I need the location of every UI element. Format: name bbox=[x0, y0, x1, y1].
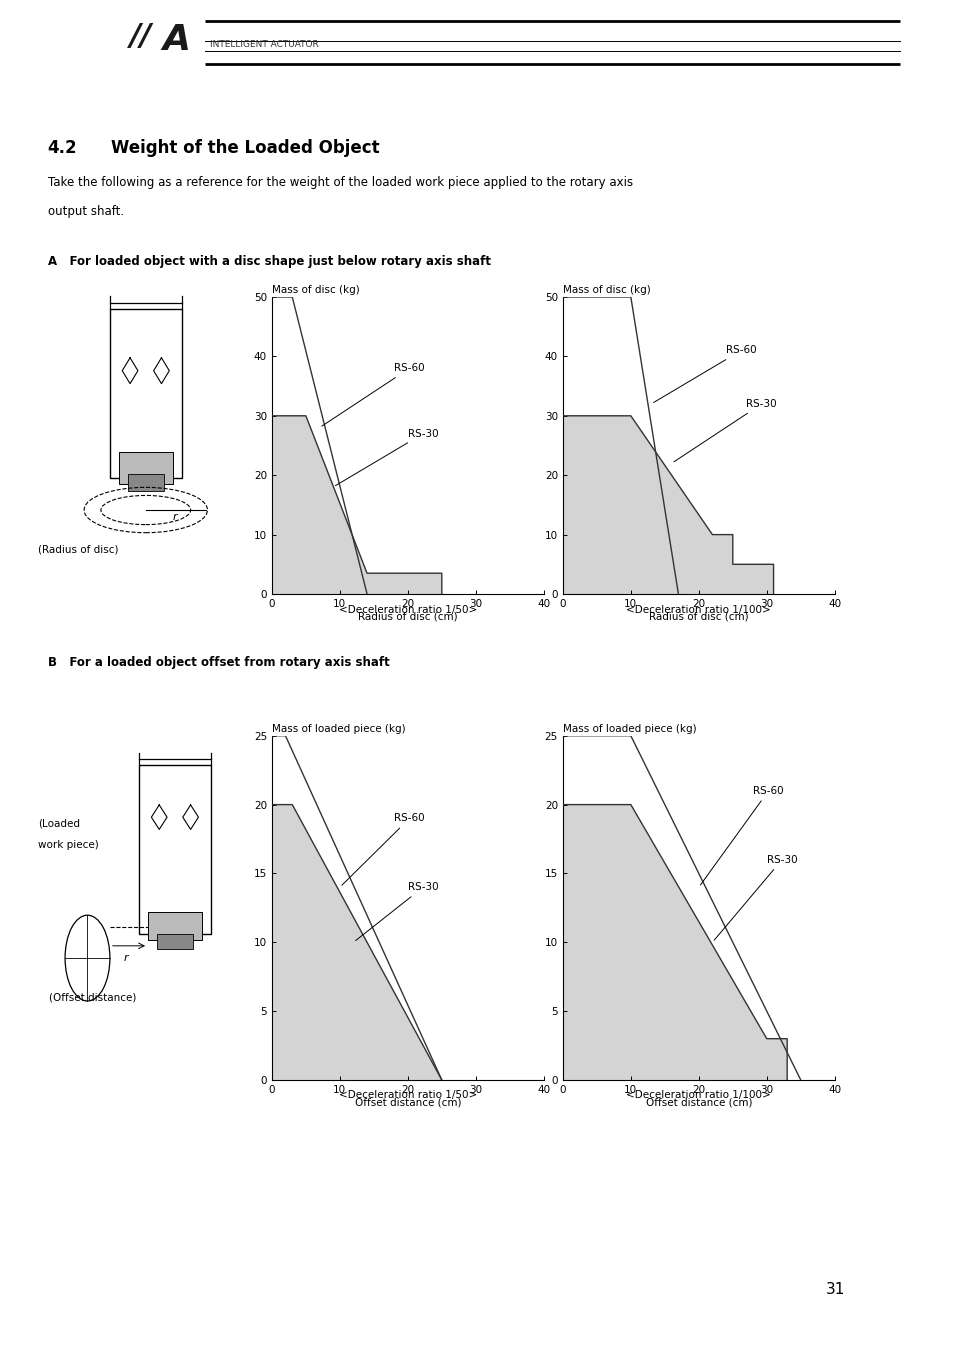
Text: RS-30: RS-30 bbox=[714, 855, 797, 940]
Text: RS-60: RS-60 bbox=[321, 363, 424, 427]
Bar bbox=[119, 452, 172, 485]
Polygon shape bbox=[562, 416, 773, 594]
Text: r: r bbox=[123, 953, 128, 963]
Text: A: A bbox=[162, 23, 190, 57]
Text: 4.2: 4.2 bbox=[48, 139, 77, 157]
Text: A   For loaded object with a disc shape just below rotary axis shaft: A For loaded object with a disc shape ju… bbox=[48, 255, 490, 267]
X-axis label: Radius of disc (cm): Radius of disc (cm) bbox=[357, 612, 457, 621]
Bar bbox=[110, 309, 181, 478]
Text: B   For a loaded object offset from rotary axis shaft: B For a loaded object offset from rotary… bbox=[48, 656, 389, 668]
Text: output shaft.: output shaft. bbox=[48, 205, 124, 219]
Text: 31: 31 bbox=[825, 1281, 844, 1297]
Text: RS-60: RS-60 bbox=[341, 813, 424, 886]
Text: Mass of loaded piece (kg): Mass of loaded piece (kg) bbox=[562, 724, 696, 733]
Text: r: r bbox=[172, 512, 177, 521]
X-axis label: Offset distance (cm): Offset distance (cm) bbox=[355, 1098, 460, 1107]
Text: //: // bbox=[130, 22, 152, 51]
Bar bbox=[148, 913, 202, 940]
Text: Mass of disc (kg): Mass of disc (kg) bbox=[272, 285, 359, 294]
Text: RS-60: RS-60 bbox=[653, 346, 756, 402]
X-axis label: Radius of disc (cm): Radius of disc (cm) bbox=[648, 612, 748, 621]
Text: RS-30: RS-30 bbox=[673, 398, 776, 462]
Text: (Loaded: (Loaded bbox=[38, 818, 80, 829]
Text: (Radius of disc): (Radius of disc) bbox=[38, 544, 118, 554]
Text: <Deceleration ratio 1/100>: <Deceleration ratio 1/100> bbox=[626, 1089, 770, 1100]
Text: RS-30: RS-30 bbox=[355, 882, 438, 941]
Text: <Deceleration ratio 1/50>: <Deceleration ratio 1/50> bbox=[338, 605, 476, 616]
Text: Weight of the Loaded Object: Weight of the Loaded Object bbox=[111, 139, 379, 157]
Text: Take the following as a reference for the weight of the loaded work piece applie: Take the following as a reference for th… bbox=[48, 177, 632, 189]
Text: 4. Operational Conditions: 4. Operational Conditions bbox=[904, 595, 914, 721]
Bar bbox=[139, 765, 211, 934]
X-axis label: Offset distance (cm): Offset distance (cm) bbox=[645, 1098, 751, 1107]
Text: INTELLIGENT ACTUATOR: INTELLIGENT ACTUATOR bbox=[210, 40, 318, 49]
Text: RS-60: RS-60 bbox=[700, 786, 783, 886]
Polygon shape bbox=[562, 805, 786, 1080]
Bar bbox=[157, 934, 193, 949]
Text: (Offset distance): (Offset distance) bbox=[50, 994, 136, 1003]
Text: <Deceleration ratio 1/100>: <Deceleration ratio 1/100> bbox=[626, 605, 770, 616]
Text: Mass of disc (kg): Mass of disc (kg) bbox=[562, 285, 650, 294]
Polygon shape bbox=[272, 805, 441, 1080]
Text: work piece): work piece) bbox=[38, 840, 99, 849]
Polygon shape bbox=[272, 416, 441, 594]
Text: <Deceleration ratio 1/50>: <Deceleration ratio 1/50> bbox=[338, 1089, 476, 1100]
Text: Mass of loaded piece (kg): Mass of loaded piece (kg) bbox=[272, 724, 405, 733]
Text: RS-30: RS-30 bbox=[335, 428, 438, 486]
Bar bbox=[128, 474, 164, 490]
